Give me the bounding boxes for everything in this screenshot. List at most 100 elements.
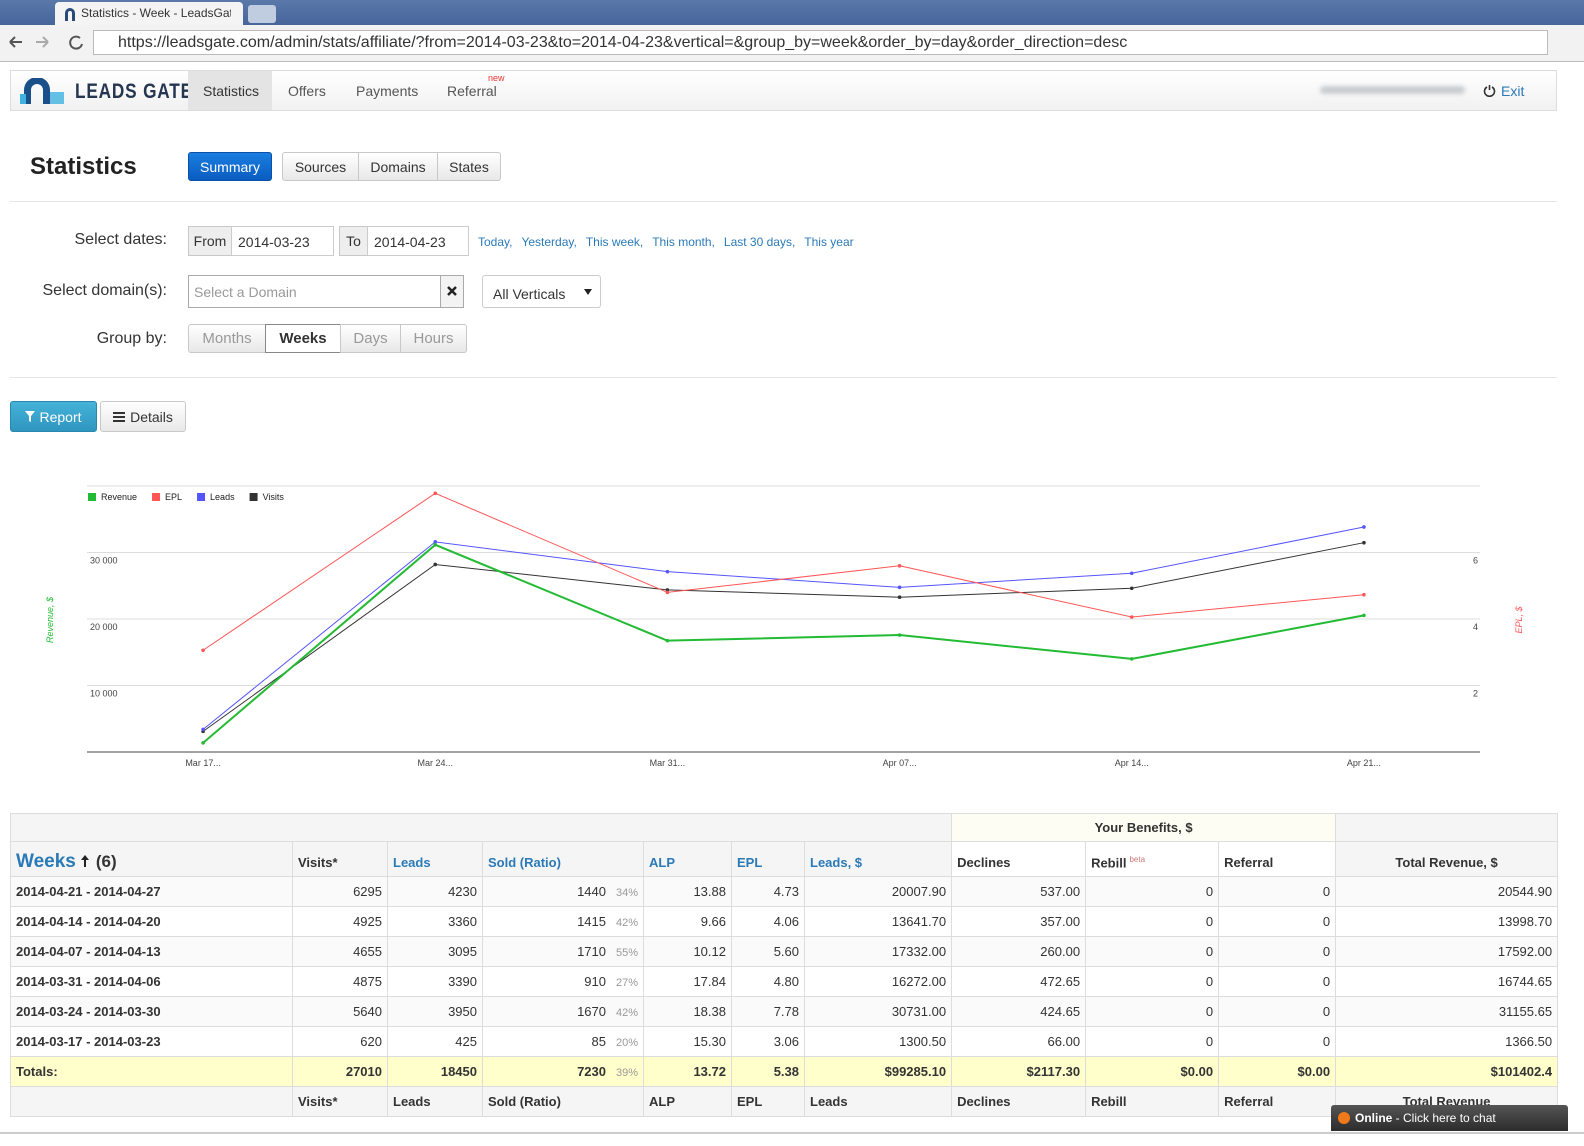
cell-value: 0: [1205, 914, 1214, 929]
cell-value: 1300.50: [899, 1034, 947, 1049]
logo-text: LEADS GATE: [75, 80, 193, 103]
cell: 16744.65: [1335, 966, 1559, 997]
group-option[interactable]: Hours: [400, 324, 467, 353]
nav-item[interactable]: Referral: [447, 83, 497, 99]
column-title[interactable]: Leads, $: [810, 855, 863, 870]
new-tab[interactable]: [248, 5, 276, 23]
report-button[interactable]: Report: [10, 401, 97, 432]
nav-item[interactable]: Offers: [288, 83, 326, 99]
cell-value: 2014-03-31 - 2014-04-06: [16, 974, 161, 989]
cell-value: 85: [591, 1034, 606, 1049]
column-title: Total Revenue, $: [1395, 855, 1498, 870]
header-cell: Total Revenue, $: [1335, 841, 1559, 877]
nav-item[interactable]: Statistics: [203, 83, 260, 99]
cell-value: 1710: [577, 944, 606, 959]
cell: 0: [1218, 996, 1337, 1027]
group-option-active[interactable]: Weeks: [265, 324, 341, 353]
quick-link[interactable]: Today,: [478, 235, 513, 249]
clear-button[interactable]: [440, 275, 464, 308]
vertical-select[interactable]: All Verticals: [482, 275, 601, 308]
data-row: 2014-03-17 - 2014-03-23 620 425 85 20% 15.30 3…: [10, 1026, 1559, 1057]
browser-tab[interactable]: Statistics - Week - LeadsGat: [55, 2, 243, 25]
column-title[interactable]: EPL: [737, 855, 763, 870]
cell: [10, 1086, 293, 1117]
domain-input[interactable]: Select a Domain: [188, 275, 441, 308]
stats-table-wrap: Your Benefits, $ Weeks (6) Visits* Leads Sold…: [9, 813, 1559, 1117]
cell: 1670 42%: [482, 996, 644, 1027]
cell-value: 5.60: [773, 944, 799, 959]
column-title[interactable]: ALP: [649, 855, 675, 870]
date-input[interactable]: 2014-03-23: [231, 226, 334, 256]
ratio: 39%: [615, 1067, 638, 1079]
cell: 85 20%: [482, 1026, 644, 1057]
nav-buttons[interactable]: [6, 32, 86, 52]
cell-value: 4.73: [773, 884, 799, 899]
cell-value: $2117.30: [1026, 1064, 1081, 1079]
label: Select dates:: [74, 231, 168, 248]
cell: 15.30: [643, 1026, 732, 1057]
cell-value: 5.38: [773, 1064, 799, 1079]
cell-value: 0: [1322, 944, 1331, 959]
footer-cell: Leads: [803, 1086, 953, 1117]
data-point: [433, 562, 438, 567]
cell-value: 2014-03-24 - 2014-03-30: [16, 1004, 161, 1019]
button-label: Details: [130, 408, 173, 425]
quick-link[interactable]: This year: [804, 235, 854, 249]
cell: 3095: [387, 936, 483, 967]
tab[interactable]: Sources: [282, 152, 359, 181]
quick-link[interactable]: Last 30 days,: [723, 235, 796, 249]
cell-value: 4.80: [773, 974, 799, 989]
group-option[interactable]: Months: [188, 324, 266, 353]
data-point: [665, 588, 670, 592]
cell: 3.06: [731, 1026, 805, 1057]
tab-summary[interactable]: Summary: [188, 152, 272, 181]
chat-status: Online: [1355, 1111, 1393, 1125]
series-line: [202, 526, 1365, 730]
weeks-title[interactable]: Weeks: [16, 851, 76, 872]
tab[interactable]: States: [437, 152, 501, 181]
cell-value: 4230: [448, 884, 477, 899]
header-group-row: Your Benefits, $: [9, 813, 1559, 842]
cell-value: 0: [1205, 884, 1214, 899]
tab[interactable]: Domains: [358, 152, 438, 181]
cell-value: 13.88: [693, 884, 726, 899]
cell-value: 1670: [577, 1004, 606, 1019]
data-point: [665, 638, 670, 643]
quick-link[interactable]: This month,: [652, 235, 715, 249]
cell: 537.00: [951, 876, 1087, 907]
chat-widget[interactable]: Online - Click here to chat: [1331, 1105, 1568, 1131]
quick-link[interactable]: This week,: [585, 235, 644, 249]
date-input[interactable]: 2014-04-23: [367, 226, 469, 256]
divider: [10, 201, 1557, 202]
x-tick-label: Mar 17...: [185, 758, 221, 768]
cell-value: 0: [1322, 914, 1331, 929]
column-title[interactable]: Leads: [393, 855, 431, 870]
cell-value: $0.00: [1180, 1064, 1214, 1079]
data-point: [433, 540, 438, 544]
cell-value: 2014-04-14 - 2014-04-20: [16, 914, 161, 929]
ratio: 55%: [615, 947, 638, 959]
sort-arrow: [80, 855, 94, 867]
cell: 0: [1085, 1026, 1220, 1057]
quick-link[interactable]: Yesterday,: [521, 235, 577, 249]
exit-link[interactable]: Exit: [1501, 83, 1525, 99]
cell: 620: [292, 1026, 388, 1057]
data-point: [1129, 586, 1134, 591]
cell: 18450: [387, 1056, 483, 1087]
cell-value: 2014-03-17 - 2014-03-23: [16, 1034, 161, 1049]
data-point: [1362, 613, 1366, 618]
footer-cell: Rebill: [1085, 1086, 1220, 1117]
cell: 0: [1218, 876, 1337, 907]
url-field[interactable]: https://leadsgate.com/admin/stats/affili…: [93, 30, 1548, 55]
cell-value: 0: [1205, 944, 1214, 959]
nav-item[interactable]: Payments: [356, 83, 419, 99]
group-option[interactable]: Days: [340, 324, 401, 353]
column-title[interactable]: Sold (Ratio): [488, 855, 561, 870]
details-button[interactable]: Details: [100, 401, 186, 432]
data-point: [1362, 540, 1366, 545]
filter-icon: [25, 411, 36, 422]
footer-cell: EPL: [731, 1086, 805, 1117]
x-tick-label: Mar 24...: [417, 758, 453, 768]
cell: 2014-04-07 - 2014-04-13: [10, 936, 293, 967]
